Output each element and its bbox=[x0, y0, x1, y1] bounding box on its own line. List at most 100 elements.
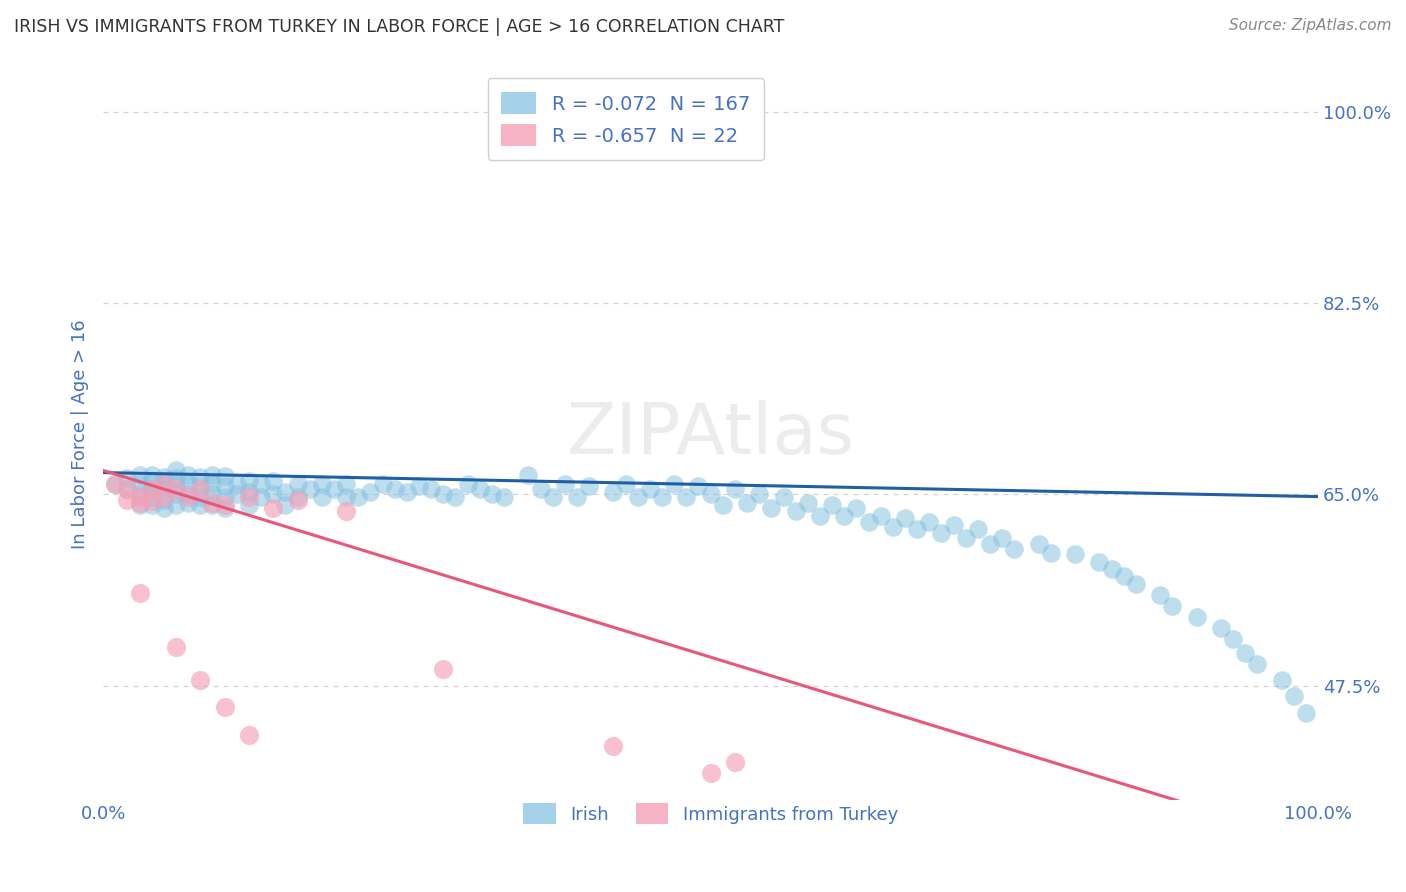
Point bbox=[214, 468, 236, 483]
Point bbox=[117, 482, 139, 496]
Point bbox=[384, 482, 406, 496]
Point bbox=[905, 522, 928, 536]
Point bbox=[1246, 657, 1268, 671]
Point bbox=[141, 482, 163, 496]
Point bbox=[117, 482, 139, 496]
Point bbox=[1039, 546, 1062, 560]
Point bbox=[494, 490, 516, 504]
Point bbox=[177, 490, 200, 504]
Point bbox=[214, 479, 236, 493]
Point bbox=[1125, 577, 1147, 591]
Point bbox=[420, 482, 443, 496]
Point bbox=[955, 531, 977, 545]
Point bbox=[141, 467, 163, 482]
Point bbox=[201, 496, 224, 510]
Point bbox=[128, 476, 150, 491]
Point bbox=[1112, 569, 1135, 583]
Point bbox=[651, 490, 673, 504]
Point bbox=[177, 496, 200, 510]
Point bbox=[724, 755, 747, 769]
Point bbox=[832, 509, 855, 524]
Point bbox=[1088, 555, 1111, 569]
Point bbox=[141, 490, 163, 504]
Point bbox=[104, 476, 127, 491]
Point bbox=[214, 490, 236, 504]
Point bbox=[201, 499, 224, 513]
Point bbox=[311, 490, 333, 504]
Point bbox=[165, 640, 187, 655]
Point bbox=[347, 490, 370, 504]
Point bbox=[772, 490, 794, 504]
Text: ZIPAtlas: ZIPAtlas bbox=[567, 400, 855, 469]
Point bbox=[238, 490, 260, 504]
Point bbox=[1185, 609, 1208, 624]
Point bbox=[517, 467, 540, 482]
Point bbox=[1149, 588, 1171, 602]
Point bbox=[554, 476, 576, 491]
Text: IRISH VS IMMIGRANTS FROM TURKEY IN LABOR FORCE | AGE > 16 CORRELATION CHART: IRISH VS IMMIGRANTS FROM TURKEY IN LABOR… bbox=[14, 18, 785, 36]
Point bbox=[165, 499, 187, 513]
Point bbox=[250, 476, 273, 491]
Point bbox=[104, 476, 127, 491]
Point bbox=[128, 585, 150, 599]
Point bbox=[188, 490, 211, 504]
Point bbox=[153, 500, 176, 515]
Point bbox=[1028, 536, 1050, 550]
Point bbox=[602, 739, 624, 753]
Point bbox=[335, 490, 357, 504]
Point bbox=[444, 490, 467, 504]
Point bbox=[287, 490, 309, 504]
Point bbox=[201, 476, 224, 491]
Point bbox=[323, 482, 346, 496]
Point bbox=[1161, 599, 1184, 613]
Point bbox=[311, 476, 333, 491]
Point bbox=[359, 485, 381, 500]
Point bbox=[967, 522, 990, 536]
Point bbox=[699, 765, 721, 780]
Point bbox=[481, 487, 503, 501]
Point bbox=[1271, 673, 1294, 687]
Point bbox=[165, 482, 187, 496]
Point bbox=[785, 504, 807, 518]
Point bbox=[979, 536, 1001, 550]
Point bbox=[214, 500, 236, 515]
Point bbox=[274, 499, 297, 513]
Point bbox=[117, 471, 139, 485]
Point bbox=[128, 499, 150, 513]
Point bbox=[274, 485, 297, 500]
Point bbox=[918, 515, 941, 529]
Point bbox=[688, 479, 710, 493]
Point bbox=[432, 487, 454, 501]
Point bbox=[262, 487, 284, 501]
Point bbox=[735, 496, 758, 510]
Point bbox=[262, 500, 284, 515]
Point bbox=[1282, 690, 1305, 704]
Point bbox=[141, 475, 163, 489]
Point bbox=[931, 525, 953, 540]
Point bbox=[177, 476, 200, 491]
Point bbox=[797, 496, 820, 510]
Point bbox=[128, 467, 150, 482]
Point bbox=[201, 467, 224, 482]
Point bbox=[541, 490, 564, 504]
Point bbox=[188, 499, 211, 513]
Point bbox=[468, 482, 491, 496]
Point bbox=[177, 467, 200, 482]
Point bbox=[942, 518, 965, 533]
Point bbox=[1101, 562, 1123, 576]
Point bbox=[128, 487, 150, 501]
Point bbox=[238, 499, 260, 513]
Point bbox=[225, 476, 247, 491]
Point bbox=[262, 475, 284, 489]
Point bbox=[214, 499, 236, 513]
Point bbox=[808, 509, 831, 524]
Point bbox=[1234, 646, 1257, 660]
Point bbox=[638, 482, 661, 496]
Point bbox=[153, 476, 176, 491]
Point bbox=[225, 487, 247, 501]
Point bbox=[1064, 548, 1087, 562]
Point bbox=[201, 487, 224, 501]
Point bbox=[153, 470, 176, 484]
Point bbox=[408, 479, 430, 493]
Point bbox=[128, 496, 150, 510]
